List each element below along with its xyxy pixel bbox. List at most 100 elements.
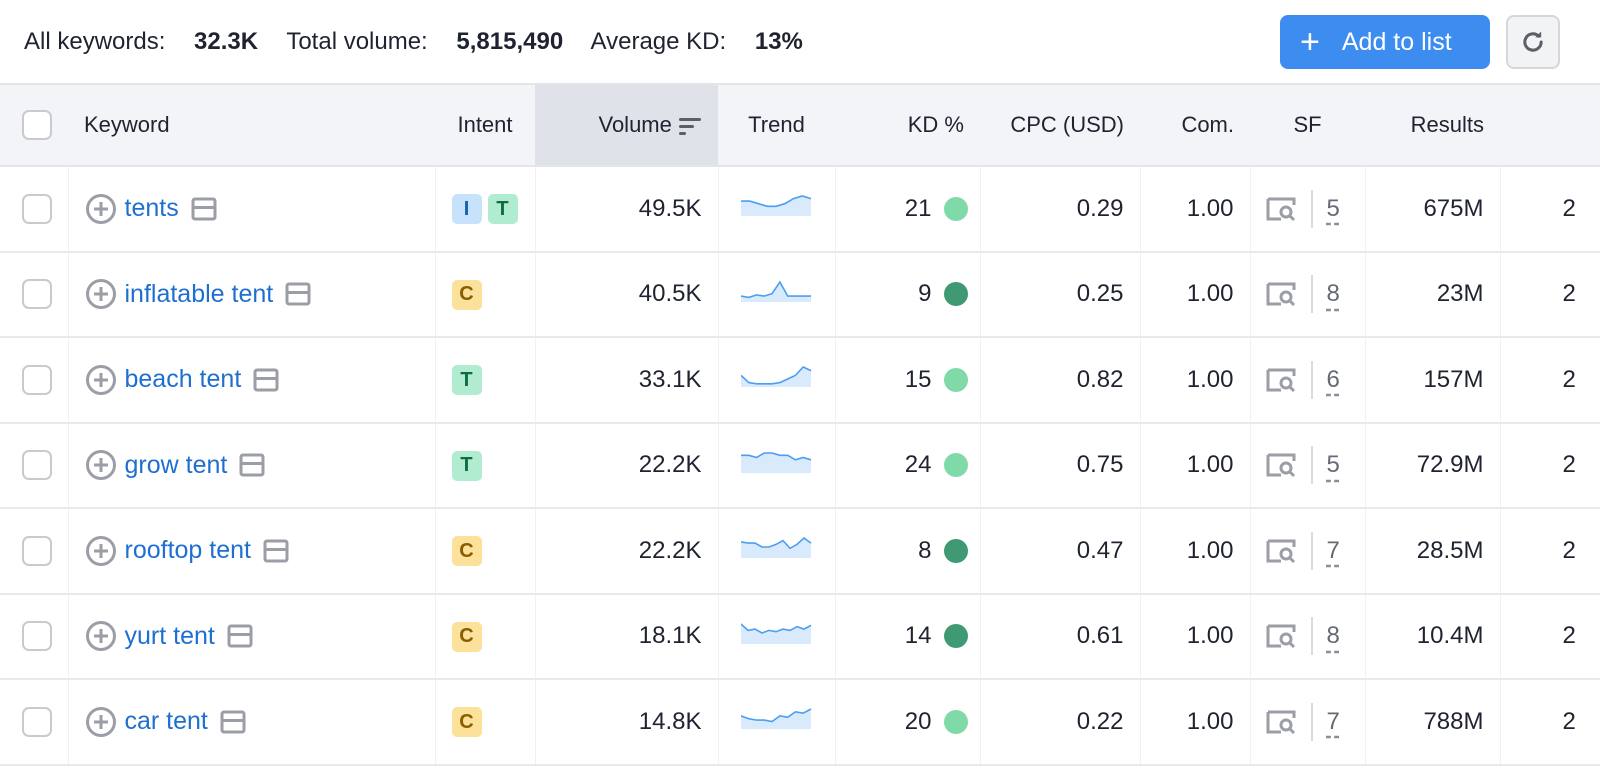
results-cell: 788M	[1364, 679, 1500, 766]
cpc-cell: 0.25	[979, 251, 1140, 338]
intent-badge[interactable]: C	[451, 279, 482, 310]
refresh-button[interactable]	[1506, 15, 1560, 69]
kd-value: 21	[904, 194, 932, 222]
refresh-icon	[1523, 31, 1543, 52]
serp-preview-icon[interactable]	[239, 453, 265, 477]
keyword-link[interactable]: grow tent	[124, 450, 228, 479]
keyword-link[interactable]: beach tent	[124, 365, 242, 394]
column-header-results[interactable]: Results	[1365, 83, 1500, 167]
row-checkbox[interactable]	[22, 279, 52, 310]
row-checkbox[interactable]	[22, 364, 52, 395]
serp-preview-icon[interactable]	[220, 710, 246, 734]
divider	[1310, 531, 1313, 570]
volume-cell: 40.5K	[534, 251, 718, 338]
column-header-keyword[interactable]: Keyword	[68, 83, 435, 167]
header-select-all[interactable]	[0, 83, 68, 167]
serp-features-count[interactable]: 8	[1326, 280, 1340, 308]
column-header-cpc-usd[interactable]: CPC (USD)	[980, 83, 1140, 167]
kd-value: 15	[904, 365, 932, 393]
serp-preview-icon[interactable]	[285, 282, 311, 306]
keyword-link[interactable]: inflatable tent	[124, 279, 274, 308]
total-volume-label: Total volume:	[286, 28, 428, 55]
clipped-cell: 2	[1499, 508, 1600, 595]
competition-cell: 1.00	[1139, 337, 1250, 424]
cpc-cell: 0.61	[979, 593, 1140, 680]
row-checkbox[interactable]	[22, 621, 52, 652]
intent-badge[interactable]: T	[451, 450, 482, 481]
cpc-cell: 0.47	[979, 508, 1140, 595]
intent-badge[interactable]: T	[487, 194, 518, 224]
divider	[1310, 189, 1313, 228]
table-row: rooftop tent C 22.2K 8 0.47 1.00 7 28.5M…	[0, 508, 1600, 595]
serp-features-icon[interactable]	[1265, 196, 1297, 222]
clipped-cell: 2	[1499, 337, 1600, 424]
kd-difficulty-dot	[943, 453, 968, 478]
row-checkbox[interactable]	[22, 535, 52, 566]
column-header-trend[interactable]: Trend	[718, 83, 835, 167]
column-header-intent[interactable]: Intent	[435, 83, 535, 167]
serp-preview-icon[interactable]	[227, 624, 253, 648]
serp-preview-icon[interactable]	[191, 197, 217, 221]
intent-badge[interactable]: T	[451, 365, 482, 395]
serp-features-count[interactable]: 8	[1326, 622, 1340, 650]
add-circle-icon[interactable]	[85, 193, 117, 225]
serp-features-count[interactable]: 5	[1326, 451, 1340, 479]
clipped-cell: 2	[1499, 166, 1600, 253]
serp-features-count[interactable]: 6	[1326, 365, 1340, 393]
keyword-link[interactable]: tents	[124, 194, 179, 223]
volume-cell: 14.8K	[534, 679, 718, 766]
keyword-link[interactable]: yurt tent	[124, 621, 215, 650]
select-all-checkbox[interactable]	[22, 110, 52, 140]
clipped-cell: 2	[1499, 593, 1600, 680]
table-row: grow tent T 22.2K 24 0.75 1.00 5 72.9M 2	[0, 422, 1600, 509]
column-header-sf[interactable]: SF	[1250, 83, 1365, 167]
serp-features-count[interactable]: 5	[1326, 194, 1340, 222]
volume-cell: 33.1K	[534, 337, 718, 424]
serp-features-icon[interactable]	[1265, 538, 1297, 564]
serp-features-icon[interactable]	[1265, 452, 1297, 478]
volume-cell: 22.2K	[534, 422, 718, 509]
keyword-link[interactable]: rooftop tent	[124, 536, 251, 565]
cpc-cell: 0.75	[979, 422, 1140, 509]
table-row: yurt tent C 18.1K 14 0.61 1.00 8 10.4M 2	[0, 593, 1600, 680]
kd-difficulty-dot	[943, 367, 968, 392]
add-circle-icon[interactable]	[85, 278, 117, 310]
keyword-link[interactable]: car tent	[124, 707, 208, 736]
add-circle-icon[interactable]	[85, 449, 117, 481]
keyword-summary: All keywords: 32.3K Total volume: 5,815,…	[24, 28, 825, 56]
serp-features-count[interactable]: 7	[1326, 707, 1340, 735]
kd-value: 9	[918, 280, 932, 308]
intent-badge[interactable]: C	[451, 707, 482, 737]
avg-kd-value: 13%	[754, 28, 803, 55]
competition-cell: 1.00	[1139, 508, 1250, 595]
add-circle-icon[interactable]	[85, 364, 117, 396]
serp-preview-icon[interactable]	[263, 539, 289, 563]
column-header-com[interactable]: Com.	[1140, 83, 1250, 167]
add-circle-icon[interactable]	[85, 620, 117, 652]
row-checkbox[interactable]	[22, 706, 52, 737]
column-header-volume[interactable]: Volume	[535, 83, 718, 167]
serp-preview-icon[interactable]	[253, 368, 279, 392]
competition-cell: 1.00	[1139, 166, 1250, 253]
add-to-list-button[interactable]: + Add to list	[1280, 15, 1490, 69]
intent-badge[interactable]: I	[451, 194, 482, 224]
add-circle-icon[interactable]	[85, 706, 117, 738]
volume-cell: 22.2K	[534, 508, 718, 595]
results-cell: 23M	[1364, 251, 1500, 338]
row-checkbox[interactable]	[22, 450, 52, 481]
intent-badge[interactable]: C	[451, 536, 482, 566]
serp-features-icon[interactable]	[1265, 281, 1297, 307]
cpc-cell: 0.22	[979, 679, 1140, 766]
row-checkbox[interactable]	[22, 193, 52, 224]
add-circle-icon[interactable]	[85, 535, 117, 567]
results-cell: 675M	[1364, 166, 1500, 253]
divider	[1310, 702, 1313, 741]
volume-cell: 49.5K	[534, 166, 718, 253]
column-header-kd[interactable]: KD %	[835, 83, 980, 167]
serp-features-icon[interactable]	[1265, 623, 1297, 649]
column-header-clipped	[1500, 83, 1600, 167]
serp-features-count[interactable]: 7	[1326, 536, 1340, 564]
serp-features-icon[interactable]	[1265, 367, 1297, 393]
serp-features-icon[interactable]	[1265, 709, 1297, 735]
intent-badge[interactable]: C	[451, 621, 482, 652]
